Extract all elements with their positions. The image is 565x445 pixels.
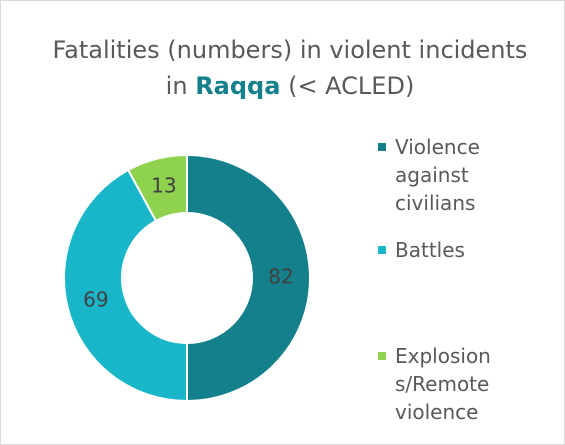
legend-item: Explosions/Remote violence	[378, 342, 500, 426]
legend-swatch	[378, 352, 386, 360]
donut-segment	[63, 168, 188, 403]
legend-label: Battles	[395, 238, 465, 262]
legend-swatch	[378, 246, 386, 254]
legend-item: Battles	[378, 236, 500, 264]
data-label: 82	[268, 265, 293, 289]
legend-swatch	[378, 143, 386, 151]
donut-segment	[186, 153, 311, 403]
legend-label: Explosions/Remote violence	[395, 344, 491, 424]
title-text: Fatalities (numbers) in violent incident…	[52, 36, 528, 100]
chart-title: Fatalities (numbers) in violent incident…	[40, 32, 540, 104]
donut-segment	[126, 153, 188, 223]
data-label: 13	[151, 173, 176, 197]
legend-label: Violence against civilians	[395, 135, 480, 215]
data-label: 69	[83, 288, 108, 312]
title-highlight: Raqqa	[195, 72, 281, 100]
title-suffix: (< ACLED)	[288, 72, 415, 100]
legend-item: Violence against civilians	[378, 133, 500, 217]
